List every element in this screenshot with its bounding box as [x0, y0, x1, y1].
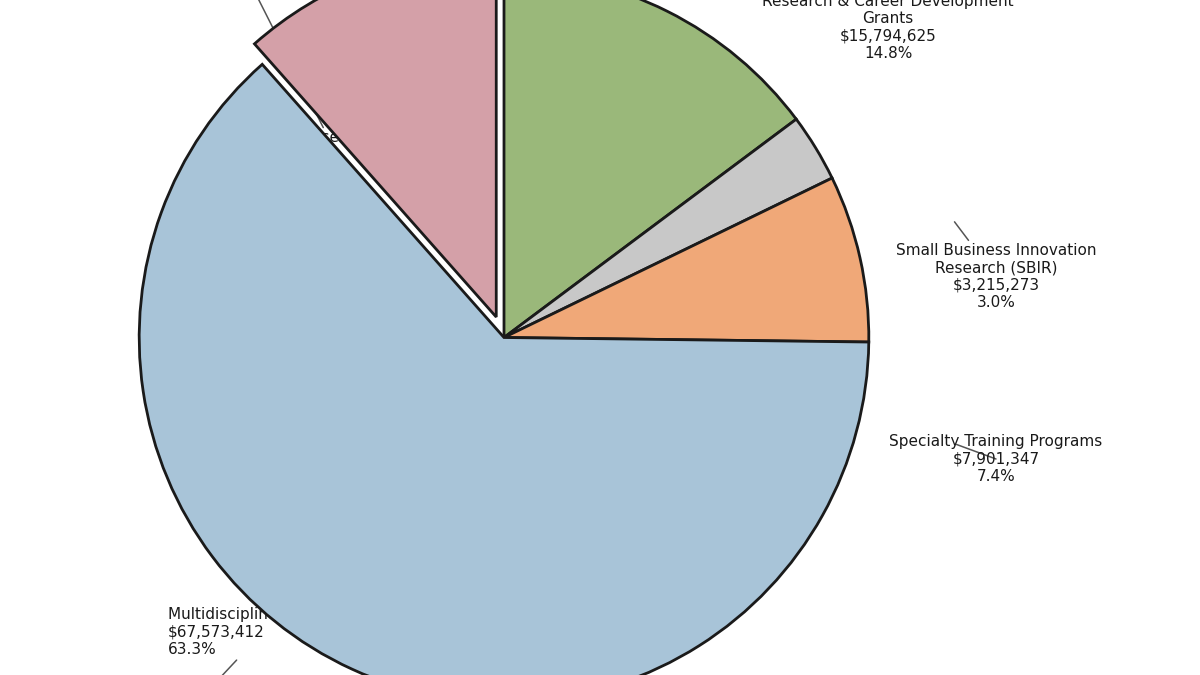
Text: Small Business Innovation
Research (SBIR)
$3,215,273
3.0%: Small Business Innovation Research (SBIR… [895, 222, 1097, 310]
Text: Research & Career Development
Grants
$15,794,625
14.8%: Research & Career Development Grants $15… [713, 0, 1014, 61]
Text: Specialty Training Programs
$7,901,347
7.4%: Specialty Training Programs $7,901,347 7… [889, 434, 1103, 484]
Wedge shape [504, 0, 797, 338]
Wedge shape [504, 119, 832, 338]
Text: Multidisciplinary Centers
$67,573,412
63.3%: Multidisciplinary Centers $67,573,412 63… [168, 608, 358, 675]
Wedge shape [139, 64, 869, 675]
Wedge shape [504, 178, 869, 342]
Text: Cooperative Research Agreements
$12,315,013
11.5%: Cooperative Research Agreements $12,315,… [204, 0, 470, 180]
Wedge shape [254, 0, 497, 317]
